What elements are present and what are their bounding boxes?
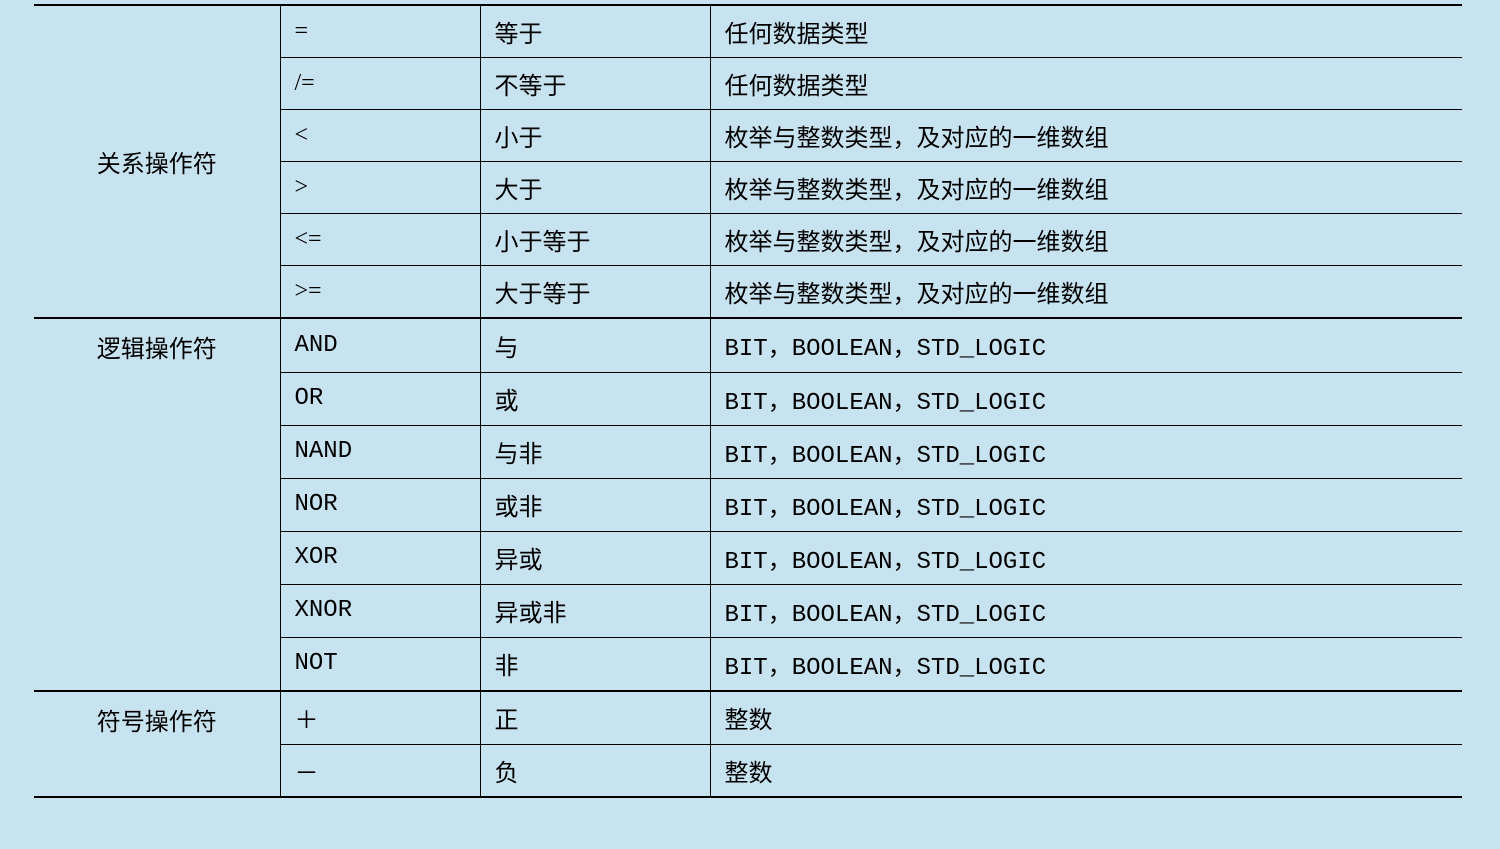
category-empty-cell: [34, 425, 280, 478]
operator-cell: OR: [280, 372, 480, 425]
meaning-cell: 或: [480, 372, 710, 425]
table-row: NOR 或非 BIT，BOOLEAN，STD_LOGIC: [34, 478, 1462, 531]
meaning-cell: 负: [480, 745, 710, 798]
meaning-cell: 大于: [480, 162, 710, 214]
meaning-cell: 异或: [480, 531, 710, 584]
meaning-cell: 等于: [480, 5, 710, 58]
category-empty-cell: [34, 584, 280, 637]
table-row: 符号操作符 ＋ 正 整数: [34, 691, 1462, 745]
operator-cell: XOR: [280, 531, 480, 584]
operator-cell: >: [280, 162, 480, 214]
table-row: NAND 与非 BIT，BOOLEAN，STD_LOGIC: [34, 425, 1462, 478]
category-sign: 符号操作符: [34, 691, 280, 745]
meaning-cell: 小于等于: [480, 214, 710, 266]
meaning-cell: 或非: [480, 478, 710, 531]
category-empty-cell: [34, 637, 280, 691]
category-empty-cell: [34, 745, 280, 798]
datatype-cell: 枚举与整数类型，及对应的一维数组: [710, 162, 1462, 214]
datatype-cell: 整数: [710, 745, 1462, 798]
datatype-cell: BIT，BOOLEAN，STD_LOGIC: [710, 531, 1462, 584]
operator-cell: ＋: [280, 691, 480, 745]
operator-cell: NOT: [280, 637, 480, 691]
datatype-cell: 任何数据类型: [710, 5, 1462, 58]
operator-cell: <: [280, 110, 480, 162]
operator-table: 关系操作符 = 等于 任何数据类型 /= 不等于 任何数据类型 < 小于 枚举与…: [34, 4, 1462, 798]
table-row: 关系操作符 = 等于 任何数据类型: [34, 5, 1462, 58]
operator-cell: NAND: [280, 425, 480, 478]
category-empty-cell: [34, 372, 280, 425]
datatype-cell: BIT，BOOLEAN，STD_LOGIC: [710, 637, 1462, 691]
category-logical: 逻辑操作符: [34, 318, 280, 372]
meaning-cell: 小于: [480, 110, 710, 162]
datatype-cell: BIT，BOOLEAN，STD_LOGIC: [710, 478, 1462, 531]
datatype-cell: 枚举与整数类型，及对应的一维数组: [710, 214, 1462, 266]
meaning-cell: 异或非: [480, 584, 710, 637]
operator-cell: AND: [280, 318, 480, 372]
category-empty-cell: [34, 478, 280, 531]
datatype-cell: BIT，BOOLEAN，STD_LOGIC: [710, 584, 1462, 637]
meaning-cell: 与非: [480, 425, 710, 478]
datatype-cell: BIT，BOOLEAN，STD_LOGIC: [710, 318, 1462, 372]
meaning-cell: 与: [480, 318, 710, 372]
datatype-cell: 枚举与整数类型，及对应的一维数组: [710, 266, 1462, 319]
datatype-cell: BIT，BOOLEAN，STD_LOGIC: [710, 372, 1462, 425]
category-relational: 关系操作符: [34, 5, 280, 318]
meaning-cell: 大于等于: [480, 266, 710, 319]
operator-cell: NOR: [280, 478, 480, 531]
table-row: － 负 整数: [34, 745, 1462, 798]
category-empty-cell: [34, 531, 280, 584]
table-row: OR 或 BIT，BOOLEAN，STD_LOGIC: [34, 372, 1462, 425]
operator-cell: XNOR: [280, 584, 480, 637]
operator-cell: －: [280, 745, 480, 798]
operator-cell: >=: [280, 266, 480, 319]
datatype-cell: 整数: [710, 691, 1462, 745]
meaning-cell: 非: [480, 637, 710, 691]
table-row: 逻辑操作符 AND 与 BIT，BOOLEAN，STD_LOGIC: [34, 318, 1462, 372]
datatype-cell: BIT，BOOLEAN，STD_LOGIC: [710, 425, 1462, 478]
operator-table-container: 关系操作符 = 等于 任何数据类型 /= 不等于 任何数据类型 < 小于 枚举与…: [34, 4, 1462, 798]
table-row: XNOR 异或非 BIT，BOOLEAN，STD_LOGIC: [34, 584, 1462, 637]
operator-cell: =: [280, 5, 480, 58]
operator-cell: <=: [280, 214, 480, 266]
datatype-cell: 枚举与整数类型，及对应的一维数组: [710, 110, 1462, 162]
operator-cell: /=: [280, 58, 480, 110]
datatype-cell: 任何数据类型: [710, 58, 1462, 110]
meaning-cell: 不等于: [480, 58, 710, 110]
table-row: XOR 异或 BIT，BOOLEAN，STD_LOGIC: [34, 531, 1462, 584]
meaning-cell: 正: [480, 691, 710, 745]
table-row: NOT 非 BIT，BOOLEAN，STD_LOGIC: [34, 637, 1462, 691]
operator-table-body: 关系操作符 = 等于 任何数据类型 /= 不等于 任何数据类型 < 小于 枚举与…: [34, 5, 1462, 797]
